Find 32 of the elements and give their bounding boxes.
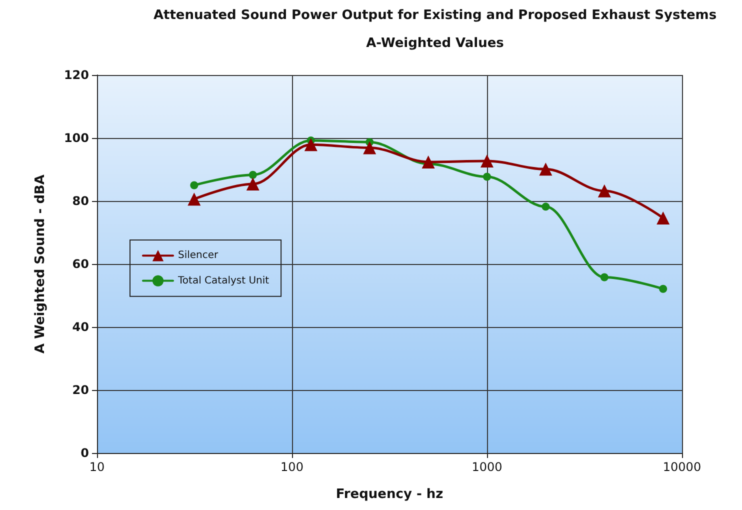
chart-subtitle: A-Weighted Values	[366, 36, 504, 51]
point	[483, 172, 491, 181]
y-tick-label: 20	[72, 383, 89, 397]
point	[363, 141, 376, 154]
point	[422, 155, 435, 168]
y-tick-label: 0	[80, 446, 89, 460]
point	[542, 202, 550, 211]
y-axis-title: A Weighted Sound - dBA	[33, 174, 48, 354]
x-tick-label: 1000	[472, 460, 502, 474]
point	[188, 192, 201, 206]
point	[304, 138, 318, 152]
y-tick-label: 100	[64, 131, 89, 145]
x-tick-label: 10000	[662, 460, 702, 474]
point	[190, 181, 198, 190]
y-tick-label: 120	[64, 68, 89, 82]
y-tick-label: 60	[72, 257, 89, 271]
point	[656, 212, 670, 225]
point	[480, 154, 494, 168]
y-tick-label: 80	[72, 194, 89, 208]
legend-label: Total Catalyst Unit	[177, 275, 270, 286]
point	[600, 273, 608, 282]
y-tick-label: 40	[72, 320, 89, 334]
point	[598, 184, 611, 198]
legend-label: Silencer	[178, 250, 220, 262]
x-tick-label: 100	[280, 460, 304, 474]
point	[659, 284, 668, 293]
point	[246, 177, 260, 190]
x-axis-title: Frequency - hz	[336, 487, 444, 502]
x-tick-label: 10	[89, 460, 105, 474]
chart-title: Attenuated Sound Power Output for Existing and Proposed Exhaust Systems	[153, 8, 717, 23]
point	[248, 170, 257, 179]
point	[539, 162, 552, 176]
